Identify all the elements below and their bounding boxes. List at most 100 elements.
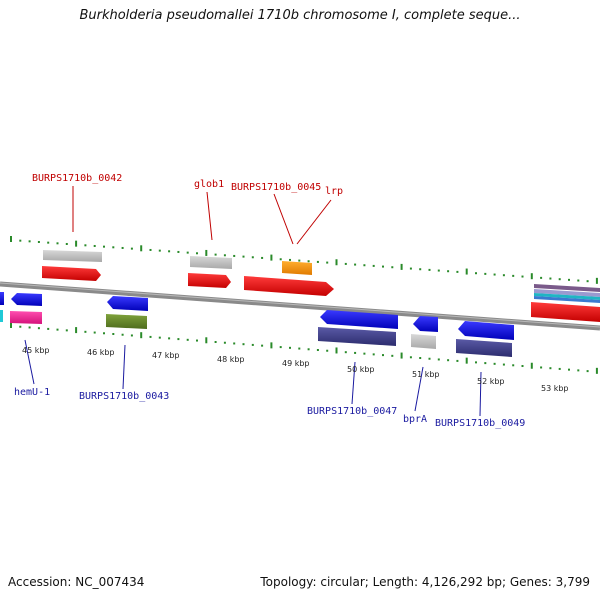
minor-tick (196, 252, 198, 255)
major-tick (400, 263, 403, 270)
minor-tick (326, 261, 329, 264)
gene-label-burps1710b-0042[interactable]: BURPS1710b_0042 (32, 173, 122, 184)
gene-label-burps1710b-0049[interactable]: BURPS1710b_0049 (435, 418, 525, 429)
minor-tick (409, 356, 412, 359)
minor-tick (37, 240, 40, 243)
minor-tick (512, 274, 515, 277)
major-tick (530, 273, 533, 280)
gene-hemu-1[interactable] (10, 311, 42, 324)
gene-glob1-grey[interactable] (190, 256, 232, 269)
minor-tick (326, 349, 329, 352)
minor-tick (354, 351, 357, 354)
minor-tick (279, 346, 282, 349)
minor-tick (84, 244, 87, 247)
minor-tick (363, 264, 366, 267)
gene-burps1710b-0042[interactable] (42, 266, 101, 281)
minor-tick (47, 241, 50, 244)
leader-lrp (296, 199, 332, 245)
gene-label-glob1[interactable]: glob1 (194, 179, 224, 190)
kbp-label: 52 kbp (477, 377, 505, 386)
map-title: Burkholderia pseudomallei 1710b chromoso… (79, 8, 521, 23)
minor-tick (93, 331, 96, 334)
gene-burps1710b-0042-grey[interactable] (43, 250, 102, 262)
minor-tick (382, 265, 384, 268)
gene-burps1710b-0043-blue[interactable] (107, 296, 148, 311)
minor-tick (28, 326, 31, 329)
major-tick (205, 249, 208, 256)
minor-tick (437, 358, 440, 361)
kbp-label: 53 kbp (541, 384, 569, 393)
gene-label-burps1710b-0045[interactable]: BURPS1710b_0045 (231, 182, 321, 193)
leader-burps1710b-0049 (479, 371, 482, 417)
minor-tick (372, 264, 375, 267)
gene-hemu-1-blue[interactable] (11, 293, 42, 306)
minor-tick (177, 250, 180, 253)
minor-tick (93, 244, 96, 247)
major-tick (595, 367, 598, 374)
minor-tick (19, 239, 22, 242)
major-tick (465, 268, 468, 275)
kbp-label: 50 kbp (347, 365, 375, 374)
leader-burps1710b-0043 (122, 344, 126, 390)
minor-tick (428, 268, 431, 271)
minor-tick (316, 349, 319, 352)
gene-burps1710b-0049[interactable] (456, 339, 512, 357)
minor-tick (251, 256, 254, 259)
minor-tick (502, 363, 505, 366)
minor-tick (568, 368, 570, 371)
minor-tick (65, 242, 68, 245)
minor-tick (223, 254, 226, 257)
minor-tick (558, 367, 561, 370)
minor-tick (447, 270, 450, 273)
gene-left-cyan-stub[interactable] (0, 310, 3, 322)
gene-burps1710b-0049-blue[interactable] (458, 321, 514, 340)
minor-tick (344, 351, 347, 354)
gene-glob1[interactable] (188, 273, 231, 288)
gene-left-blue-stub[interactable] (0, 292, 4, 305)
minor-tick (242, 343, 245, 346)
kbp-label: 47 kbp (152, 351, 180, 360)
minor-tick (233, 342, 236, 345)
minor-tick (37, 327, 40, 330)
minor-tick (130, 334, 133, 337)
gene-burps1710b-0047[interactable] (318, 327, 396, 346)
minor-tick (391, 266, 394, 269)
minor-tick (56, 242, 59, 245)
minor-tick (475, 272, 477, 275)
minor-tick (149, 248, 152, 251)
gene-label-hemu-1[interactable]: hemU-1 (14, 387, 50, 398)
kbp-label: 51 kbp (412, 370, 440, 379)
gene-right-stack[interactable] (531, 284, 600, 322)
minor-tick (103, 245, 105, 248)
major-tick (205, 337, 208, 344)
genome-backbone (0, 281, 600, 331)
minor-tick (493, 362, 496, 365)
gene-label-bpra[interactable]: bprA (403, 414, 427, 425)
minor-tick (493, 273, 496, 276)
kbp-label: 45 kbp (22, 346, 50, 355)
minor-tick (540, 366, 543, 369)
minor-tick (130, 247, 133, 250)
gene-lrp[interactable] (282, 261, 312, 275)
major-tick (335, 347, 338, 354)
major-tick (10, 236, 12, 242)
minor-tick (214, 341, 217, 344)
minor-tick (84, 330, 87, 333)
major-tick (465, 357, 468, 364)
minor-tick (298, 347, 301, 350)
gene-burps1710b-0045[interactable] (244, 276, 334, 296)
leader-glob1 (206, 191, 213, 241)
gene-burps1710b-0047-blue[interactable] (320, 310, 398, 329)
gene-bpra[interactable] (411, 334, 436, 349)
gene-label-burps1710b-0047[interactable]: BURPS1710b_0047 (307, 406, 397, 417)
gene-label-burps1710b-0043[interactable]: BURPS1710b_0043 (79, 391, 169, 402)
leader-hemu-1 (24, 339, 35, 385)
gene-burps1710b-0043[interactable] (106, 314, 147, 329)
gene-label-lrp[interactable]: lrp (325, 186, 343, 197)
gene-bpra-blue[interactable] (413, 316, 438, 332)
minor-tick (28, 240, 31, 243)
accession-text: Accession: NC_007434 (8, 575, 145, 589)
minor-tick (158, 249, 161, 252)
